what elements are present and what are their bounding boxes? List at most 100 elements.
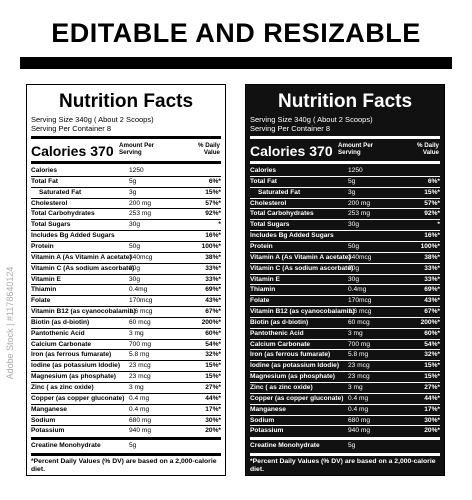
- nutrient-name: Thiamin: [250, 286, 276, 294]
- nutrient-name: Saturated Fat: [39, 188, 82, 196]
- nutrient-name: Vitamin C (As sodium ascorbate): [31, 264, 135, 272]
- thick-rule: [250, 437, 440, 441]
- nutrient-row: Biotin (as d-biotin) 60 mcg 200%*: [250, 316, 440, 329]
- nutrient-amount: 5.8 mg: [348, 351, 369, 359]
- nutrient-name: Iron (as ferrous fumarate): [250, 351, 331, 359]
- nutrient-amount: 253 mg: [129, 210, 151, 218]
- nutrient-name: Protein: [31, 242, 54, 250]
- thick-rule: [31, 136, 221, 139]
- nutrient-name: Magnesium (as phosphate): [31, 373, 116, 381]
- nutrient-dv: 15%*: [205, 362, 221, 370]
- nutrient-name: Cholesterol: [31, 199, 68, 207]
- nutrient-amount: 3 mg: [348, 384, 363, 391]
- nutrient-dv: 54%*: [205, 340, 221, 348]
- nutrient-row: Saturated Fat 3g 15%*: [31, 186, 221, 199]
- nutrient-row: Creatine Monohydrate 5g: [250, 440, 440, 452]
- nutrient-name: Vitamin A (As Vitamin A acetate): [250, 253, 351, 261]
- nutrient-row: Magnesium (as phosphate) 23 mcg 15%*: [250, 371, 440, 383]
- nutrient-dv: 6%*: [427, 177, 440, 185]
- nutrient-row: Iron (as ferrous fumarate) 5.8 mg 32%*: [250, 349, 440, 361]
- nutrient-dv: 20%*: [424, 427, 440, 435]
- nutrient-name: Total Carbohydrates: [31, 210, 95, 218]
- amount-header: Amount Per Serving: [119, 142, 155, 156]
- nutrient-dv: 30%*: [205, 416, 221, 424]
- nutrient-dv: 15%*: [424, 188, 440, 196]
- thick-rule: [31, 453, 221, 456]
- nutrient-name: Zinc ( as zinc oxide): [250, 384, 313, 391]
- nutrient-amount: 170mcg: [348, 297, 372, 305]
- banner-title: EDITABLE AND RESIZABLE: [51, 18, 421, 48]
- nutrient-amount: 3 mg: [129, 384, 144, 391]
- nutrient-amount: 0.4 mg: [348, 394, 369, 402]
- nutrient-dv: 200%*: [420, 318, 440, 326]
- nutrient-dv: 69%*: [205, 286, 221, 294]
- nutrient-row: Iron (as ferrous fumarate) 5.8 mg 32%*: [31, 349, 221, 361]
- nutrient-name: Sodium: [31, 416, 56, 424]
- serving-size: Serving Size 340g ( About 2 Scoops): [250, 115, 373, 124]
- nutrient-amount: 3g: [129, 188, 137, 196]
- nutrient-row: Vitamin C (As sodium ascorbate) 30g 33%*: [250, 262, 440, 275]
- nutrient-dv: 43%*: [205, 297, 221, 305]
- nutrient-amount: 3g: [348, 188, 356, 196]
- nutrient-dv: 57%*: [424, 199, 440, 207]
- nutrient-row: Calories 1250: [250, 165, 440, 177]
- nutrient-row: Folate 170mcg 43%*: [31, 295, 221, 307]
- calories-label: Calories 370: [250, 143, 333, 159]
- nutrient-dv: *: [218, 221, 221, 229]
- dv-header: % Daily Value: [416, 142, 439, 156]
- nutrient-name: Vitamin B12 (as cyanocobalamin): [31, 308, 136, 316]
- nutrient-dv: 33%*: [205, 275, 221, 283]
- nutrient-amount: 3 mg: [348, 329, 363, 337]
- nutrient-amount: 1.6 mcg: [129, 308, 153, 316]
- nutrient-amount: 940 mg: [348, 427, 370, 435]
- nutrient-row: Pantothenic Acid 3 mg 60%*: [250, 327, 440, 340]
- nutrient-row: Total Fat 5g 6%*: [31, 175, 221, 188]
- amount-header: Amount Per Serving: [338, 142, 374, 156]
- nutrient-dv: 100%*: [201, 242, 221, 250]
- nutrient-row: Total Carbohydrates 253 mg 92%*: [250, 208, 440, 220]
- nutrient-name: Folate: [31, 297, 51, 305]
- nutrient-name: Magnesium (as phosphate): [250, 373, 335, 381]
- nutrient-dv: 17%*: [424, 405, 440, 413]
- nutrient-row: Creatine Monohydrate 5g: [31, 440, 221, 452]
- nutrient-amount: 60 mcg: [129, 318, 151, 326]
- nutrient-row: Vitamin B12 (as cyanocobalamin) 1.6 mcg 67…: [250, 306, 440, 318]
- nutrient-name: Manganese: [31, 405, 67, 413]
- label-dark: Nutrition Facts Serving Size 340g ( About…: [245, 84, 445, 476]
- nutrient-row: Vitamin A (As Vitamin A acetate) 340mcg 38…: [250, 251, 440, 264]
- nutrient-row: Iodine (as potassium Idodie) 23 mcg 15%*: [250, 360, 440, 372]
- nutrient-dv: 60%*: [205, 329, 221, 337]
- nutrient-row: Protein 50g 100%*: [250, 240, 440, 253]
- nutrient-name: Saturated Fat: [258, 188, 301, 196]
- nutrient-name: Copper (as copper gluconate): [31, 394, 125, 402]
- nutrient-row: Vitamin C (As sodium ascorbate) 30g 33%*: [31, 262, 221, 275]
- label-title: Nutrition Facts: [277, 91, 413, 112]
- nutrient-name: Calories: [250, 167, 277, 174]
- nutrient-amount: 0.4 mg: [348, 405, 369, 413]
- nutrient-name: Cholesterol: [250, 199, 287, 207]
- nutrient-amount: 680 mg: [129, 416, 151, 424]
- servings: Serving Per Container 8: [31, 124, 112, 133]
- nutrient-name: Potassium: [31, 427, 65, 435]
- nutrient-dv: 16%*: [424, 232, 440, 240]
- nutrient-dv: 38%*: [424, 253, 440, 261]
- nutrient-name: Copper (as copper gluconate): [250, 394, 344, 402]
- nutrient-row: Vitamin E 30g 33%*: [250, 273, 440, 286]
- nutrient-dv: 17%*: [205, 405, 221, 413]
- nutrient-dv: 6%*: [208, 177, 221, 185]
- nutrient-dv: 67%*: [424, 308, 440, 316]
- nutrient-amount: 170mcg: [129, 297, 153, 305]
- nutrient-amount: 30g: [348, 275, 360, 283]
- nutrient-dv: 27%*: [205, 384, 221, 391]
- nutrient-row: Total Carbohydrates 253 mg 92%*: [31, 208, 221, 220]
- nutrient-name: Creatine Monohydrate: [250, 442, 320, 449]
- nutrient-name: Calcium Carbonate: [31, 340, 92, 348]
- nutrient-row: Vitamin A (As Vitamin A acetate) 340mcg 38…: [31, 251, 221, 264]
- nutrient-amount: 5.8 mg: [129, 351, 150, 359]
- nutrient-name: Total Fat: [250, 177, 277, 185]
- nutrient-dv: 30%*: [424, 416, 440, 424]
- nutrient-dv: 60%*: [424, 329, 440, 337]
- nutrient-name: Vitamin C (As sodium ascorbate): [250, 264, 354, 272]
- footnote: *Percent Daily Values (% DV) are based o…: [31, 458, 217, 473]
